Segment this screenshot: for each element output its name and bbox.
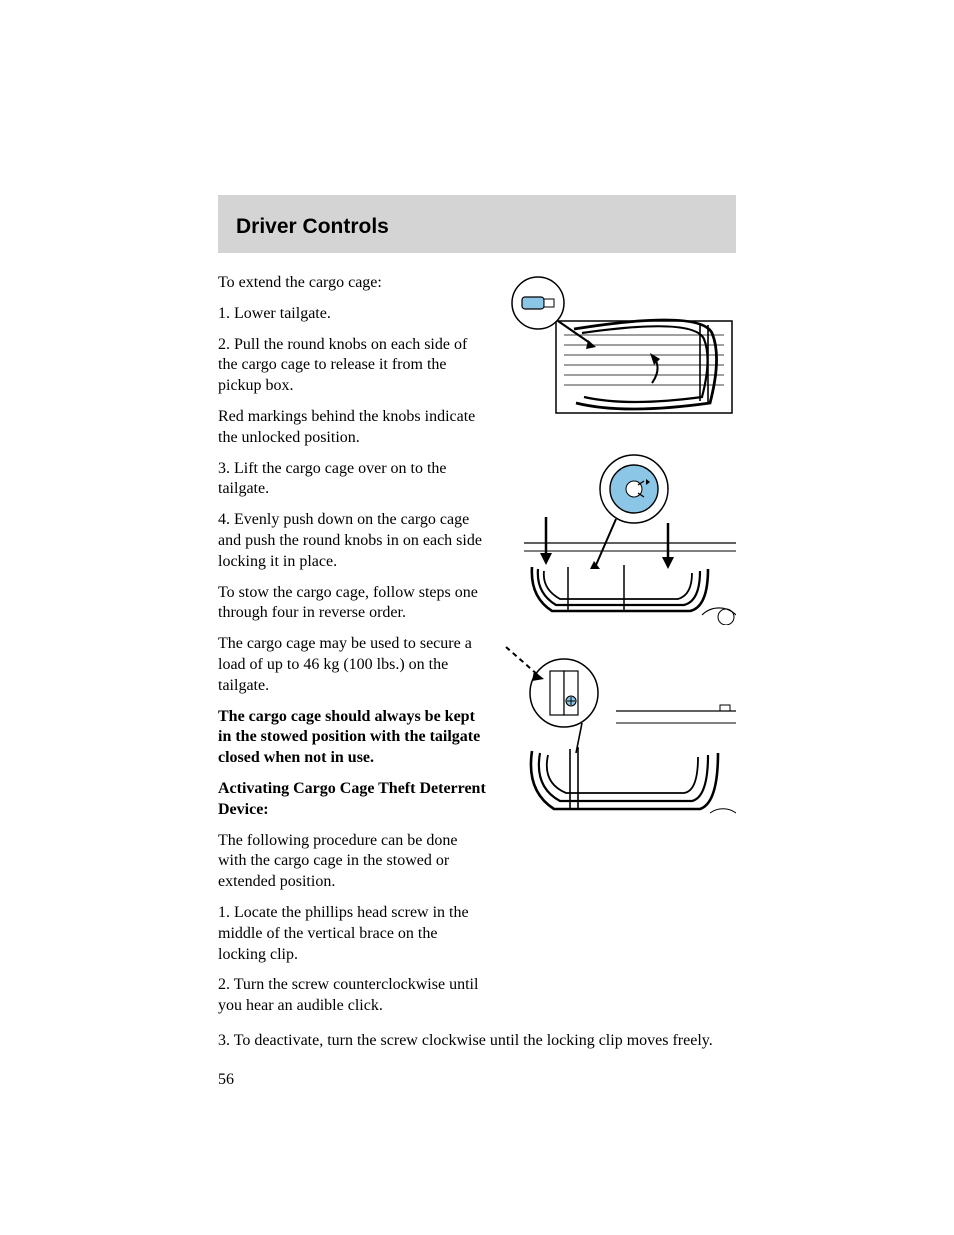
- para-theft-heading: Activating Cargo Cage Theft Deterrent De…: [218, 779, 486, 821]
- para-stow: To stow the cargo cage, follow steps one…: [218, 583, 486, 625]
- section-title: Driver Controls: [236, 215, 718, 239]
- para-theft-step1: 1. Locate the phillips head screw in the…: [218, 903, 486, 965]
- para-step3: 3. Lift the cargo cage over on to the ta…: [218, 459, 486, 501]
- para-step4: 4. Evenly push down on the cargo cage an…: [218, 510, 486, 572]
- figure-cargo-cage-lock: [504, 447, 736, 625]
- para-step2: 2. Pull the round knobs on each side of …: [218, 335, 486, 397]
- page-number: 56: [218, 1071, 234, 1089]
- para-theft-step2: 2. Turn the screw counterclockwise until…: [218, 975, 486, 1017]
- text-column: To extend the cargo cage: 1. Lower tailg…: [218, 273, 486, 1027]
- para-load: The cargo cage may be used to secure a l…: [218, 634, 486, 696]
- manual-page: Driver Controls To extend the cargo cage…: [0, 0, 954, 1235]
- para-warning: The cargo cage should always be kept in …: [218, 707, 486, 769]
- para-red-markings: Red markings behind the knobs indicate t…: [218, 407, 486, 449]
- figures-column: [504, 273, 736, 827]
- para-intro: To extend the cargo cage:: [218, 273, 486, 294]
- para-step1: 1. Lower tailgate.: [218, 304, 486, 325]
- full-width-text: 3. To deactivate, turn the screw clockwi…: [218, 1031, 736, 1052]
- para-theft-step3: 3. To deactivate, turn the screw clockwi…: [218, 1031, 736, 1052]
- two-column-content: To extend the cargo cage: 1. Lower tailg…: [218, 273, 736, 1027]
- figure-theft-deterrent-screw: [504, 641, 736, 827]
- para-theft-intro: The following procedure can be done with…: [218, 831, 486, 893]
- figure-cargo-cage-extend: [504, 273, 736, 431]
- section-header: Driver Controls: [218, 195, 736, 253]
